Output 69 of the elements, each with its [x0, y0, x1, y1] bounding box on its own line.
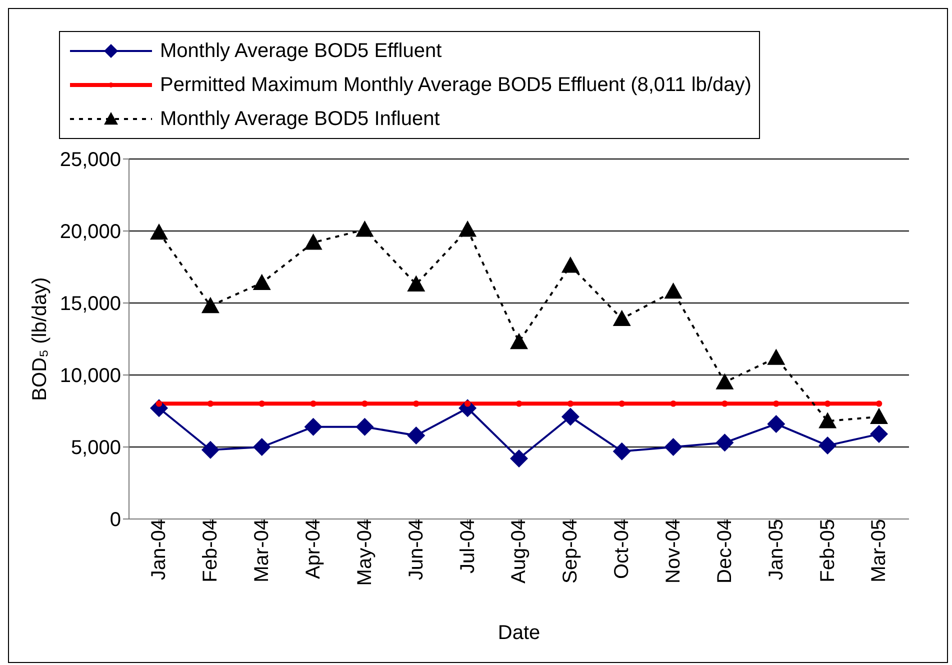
point	[252, 438, 271, 456]
point	[767, 348, 786, 365]
point	[618, 400, 626, 407]
x-tick-label: Oct-04	[611, 519, 634, 580]
x-tick-label: Aug-04	[508, 519, 530, 584]
x-tick-label: Apr-04	[302, 519, 324, 580]
point	[207, 400, 214, 407]
x-tick-label: Jun-04	[405, 519, 428, 580]
point	[510, 332, 528, 350]
point	[304, 418, 322, 436]
x-tick-label: Jan-04	[148, 519, 170, 580]
x-tick-label: Feb-04	[200, 519, 222, 582]
x-tick-label: Jan-05	[765, 519, 788, 580]
y-tick-label: 5,000	[70, 437, 121, 460]
point	[252, 274, 271, 290]
point	[870, 425, 888, 444]
x-tick-label: Feb-05	[816, 519, 839, 582]
y-tick-label: 25,000	[60, 149, 121, 172]
y-tick-label: 10,000	[60, 365, 121, 388]
x-tick-label: Nov-04	[662, 519, 684, 584]
point	[716, 373, 734, 390]
point	[612, 442, 631, 460]
legend-label: Monthly Average BOD5 Effluent	[160, 40, 442, 62]
point	[716, 434, 734, 452]
y-tick-label: 20,000	[60, 221, 121, 244]
point	[612, 310, 631, 326]
legend-label: Monthly Average BOD5 Influent	[160, 108, 440, 130]
point	[516, 400, 522, 407]
y-axis-title: BOD₅ (lb/day)	[29, 277, 52, 401]
point	[722, 400, 728, 407]
point	[356, 220, 374, 237]
point	[561, 408, 580, 426]
point	[510, 450, 528, 468]
point	[876, 400, 882, 407]
x-tick-label: Dec-04	[714, 519, 736, 584]
x-tick-label: Jul-04	[456, 519, 479, 574]
point	[150, 223, 168, 240]
point	[767, 414, 786, 433]
point	[304, 234, 322, 250]
point	[464, 400, 471, 407]
point	[356, 418, 374, 436]
y-tick-label: 15,000	[60, 293, 121, 316]
point	[670, 400, 676, 407]
point	[567, 400, 574, 407]
point	[407, 426, 426, 444]
x-tick-label: May-04	[354, 519, 376, 586]
point	[407, 275, 426, 292]
point	[310, 400, 316, 407]
point	[664, 438, 682, 456]
point	[156, 400, 162, 407]
point	[561, 256, 580, 273]
point	[258, 400, 266, 407]
point	[201, 440, 220, 459]
x-tick-label: Sep-04	[560, 519, 582, 584]
x-axis-title: Date	[498, 622, 540, 644]
point	[664, 282, 682, 299]
point	[362, 400, 368, 407]
point	[458, 220, 477, 237]
legend-label: Permitted Maximum Monthly Average BOD5 Effluent (8,011 lb/day)	[160, 74, 752, 96]
point	[818, 436, 837, 455]
point	[824, 400, 831, 407]
point	[870, 408, 888, 424]
x-tick-label: Mar-04	[251, 519, 274, 582]
point	[412, 400, 420, 407]
point	[201, 296, 220, 314]
y-tick-label: 0	[110, 509, 121, 532]
point	[772, 400, 780, 407]
x-tick-label: Mar-05	[868, 519, 890, 582]
point	[818, 412, 837, 428]
